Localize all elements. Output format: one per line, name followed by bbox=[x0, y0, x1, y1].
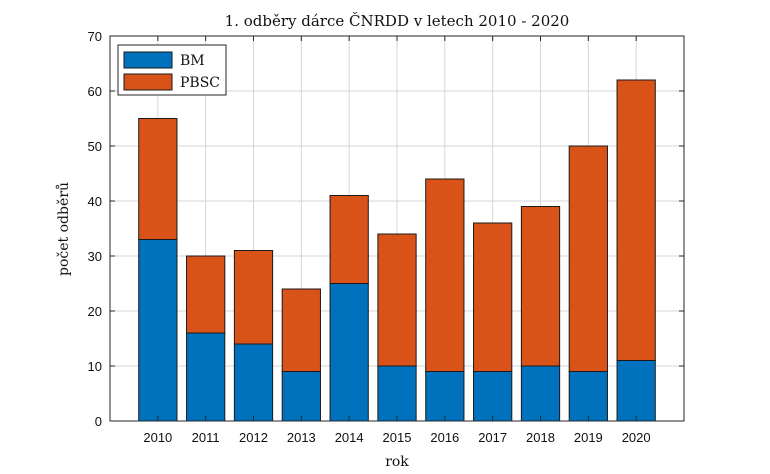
y-tick-label: 60 bbox=[88, 84, 102, 99]
bar-bm-2013 bbox=[281, 371, 321, 422]
y-tick-label: 50 bbox=[88, 139, 102, 154]
bar-pbsc-2012 bbox=[233, 250, 274, 345]
bar-bm-2015 bbox=[377, 365, 417, 422]
bar-pbsc-2020 bbox=[616, 79, 656, 361]
bar-pbsc-2017 bbox=[473, 222, 513, 372]
bar-bm-2020 bbox=[616, 360, 656, 422]
bar-bm-2010 bbox=[138, 239, 178, 422]
x-tick-label: 2011 bbox=[192, 430, 220, 445]
x-tick-labels: 2010 2011 2012 2013 2014 2015 2016 2017 2018 2019… bbox=[143, 430, 650, 445]
bar-bm-2017 bbox=[473, 371, 513, 422]
bar-pbsc-2014 bbox=[329, 195, 369, 284]
bar-pbsc-2016 bbox=[425, 178, 465, 372]
bar-bm-2011 bbox=[186, 332, 226, 422]
bar-bm-2016 bbox=[425, 371, 465, 422]
bar-pbsc-2015 bbox=[377, 233, 417, 367]
bar-pbsc-2013 bbox=[281, 288, 321, 372]
bars bbox=[138, 79, 656, 422]
y-tick-label: 30 bbox=[88, 249, 102, 264]
legend-label-bm: BM bbox=[180, 53, 205, 69]
x-tick-label: 2014 bbox=[335, 430, 364, 445]
bar-bm-2014 bbox=[329, 283, 369, 422]
bar-pbsc-2010 bbox=[138, 118, 178, 240]
legend-swatch-pbsc bbox=[123, 73, 173, 91]
legend: BM PBSC bbox=[117, 44, 227, 96]
x-tick-label: 2010 bbox=[143, 430, 172, 445]
legend-swatch-bm bbox=[123, 51, 173, 69]
y-tick-label: 10 bbox=[88, 359, 102, 374]
bar-bm-2012 bbox=[233, 343, 274, 422]
bar-pbsc-2019 bbox=[568, 145, 608, 372]
bar-pbsc-2018 bbox=[520, 206, 561, 367]
legend-label-pbsc: PBSC bbox=[180, 75, 220, 91]
x-tick-label: 2017 bbox=[478, 430, 507, 445]
x-tick-label: 2016 bbox=[430, 430, 459, 445]
y-tick-labels: 0 10 20 30 40 50 60 70 bbox=[88, 29, 102, 429]
y-tick-label: 40 bbox=[88, 194, 102, 209]
y-tick-label: 0 bbox=[95, 414, 102, 429]
bar-pbsc-2011 bbox=[186, 255, 226, 334]
x-tick-label: 2018 bbox=[526, 430, 555, 445]
x-tick-label: 2015 bbox=[383, 430, 412, 445]
x-tick-label: 2012 bbox=[239, 430, 268, 445]
axes bbox=[109, 35, 685, 422]
chart-title: 1. odběry dárce ČNRDD v letech 2010 - 20… bbox=[225, 12, 570, 30]
x-axis-label: rok bbox=[385, 454, 409, 470]
x-tick-label: 2013 bbox=[287, 430, 316, 445]
x-tick-label: 2020 bbox=[622, 430, 651, 445]
y-axis-label: počet odběrů bbox=[55, 182, 72, 276]
x-tick-label: 2019 bbox=[574, 430, 603, 445]
bar-bm-2019 bbox=[568, 371, 608, 422]
bar-bm-2018 bbox=[520, 365, 561, 422]
y-tick-label: 70 bbox=[88, 29, 102, 44]
y-tick-label: 20 bbox=[88, 304, 102, 319]
